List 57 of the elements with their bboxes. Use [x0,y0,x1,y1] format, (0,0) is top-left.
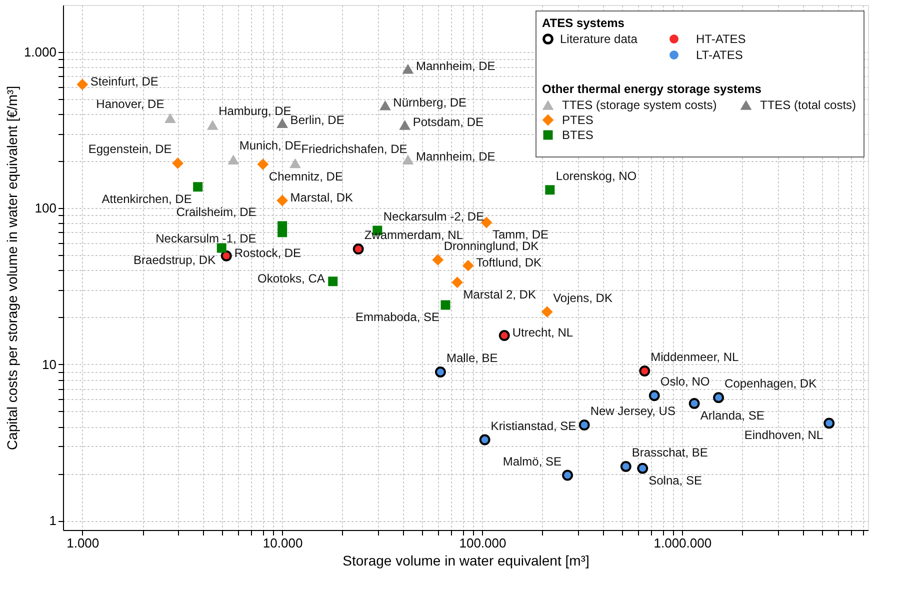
annotation: Eindhoven, NL [744,428,824,442]
annotation: Friedrichshafen, DE [301,142,408,156]
x-tick-label: 100.000 [459,536,506,550]
y-axis-title: Capital costs per storage volume in water equivalent [€/m³] [4,86,20,450]
x-tick-label: 1.000 [66,536,100,550]
y-tick-label: 10 [42,356,56,372]
legend-label: HT-ATES [696,32,746,46]
annotation: Hanover, DE [96,97,164,111]
annotation: Vojens, DK [553,290,612,305]
annotation: Literature data [560,32,638,46]
legend-label: LT-ATES [696,48,743,62]
annotation: Steinfurt, DE [90,74,158,88]
legend-label: BTES [562,128,594,142]
annotation: Hamburg, DE [218,104,292,118]
annotation: Okotoks, CA [258,271,325,286]
annotation: Crailsheim, DE [176,204,256,219]
annotation: Mannheim, DE [416,58,496,73]
annotation: Eggenstein, DE [88,142,172,156]
annotation: Solna, SE [648,473,702,488]
annotation: Marstal 2, DK [463,287,536,302]
y-tick-label: 100 [34,200,56,216]
annotation: Middenmeer, NL [650,350,740,364]
annotation: Other thermal energy storage systems [542,82,762,96]
y-tick-label: 1 [49,513,56,528]
annotation: Berlin, DE [290,113,344,128]
annotation: Kristianstad, SE [490,418,576,433]
annotation: New Jersey, US [590,404,676,418]
annotation: Oslo, NO [660,374,710,389]
legend-label: PTES [562,113,594,127]
annotation: Munich, DE [239,138,302,153]
annotation: Nürnberg, DE [393,95,467,110]
annotation: Rostock, DE [234,246,302,260]
annotation: Copenhagen, DK [724,376,817,391]
annotation: Toftlund, DK [476,256,542,270]
annotation: Emmaboda, SE [355,310,440,324]
annotation: Utrecht, NL [512,326,574,340]
annotation: Malmö, SE [502,454,562,468]
annotation: Lorenskog, NO [556,168,637,183]
annotation: Potsdam, DE [412,114,484,129]
x-tick-label: 10.000 [262,536,303,550]
y-tick-label: 1.000 [24,44,56,60]
legend-label: TTES (total costs) [760,98,856,112]
annotation: Brasschat, BE [632,445,708,460]
annotation: Attenkirchen, DE [102,192,192,206]
annotation: Neckarsulm -2, DE [383,209,484,224]
x-axis-title: Storage volume in water equivalent [m³] [342,552,590,568]
annotation: Neckarsulm -1, DE [156,231,256,246]
annotation: Marstal, DK [290,190,353,205]
annotation: Mannheim, DE [416,150,496,164]
annotation: Braedstrup, DK [134,253,216,268]
x-tick-label: 1.000.000 [654,536,712,550]
annotation: Tamm, DE [492,227,548,242]
annotation: Arlanda, SE [700,408,764,422]
legend-label: TTES (storage system costs) [562,98,717,112]
annotation: Chemnitz, DE [268,169,343,184]
legend-title: ATES systems [542,16,625,30]
annotation: Malle, BE [446,350,498,365]
